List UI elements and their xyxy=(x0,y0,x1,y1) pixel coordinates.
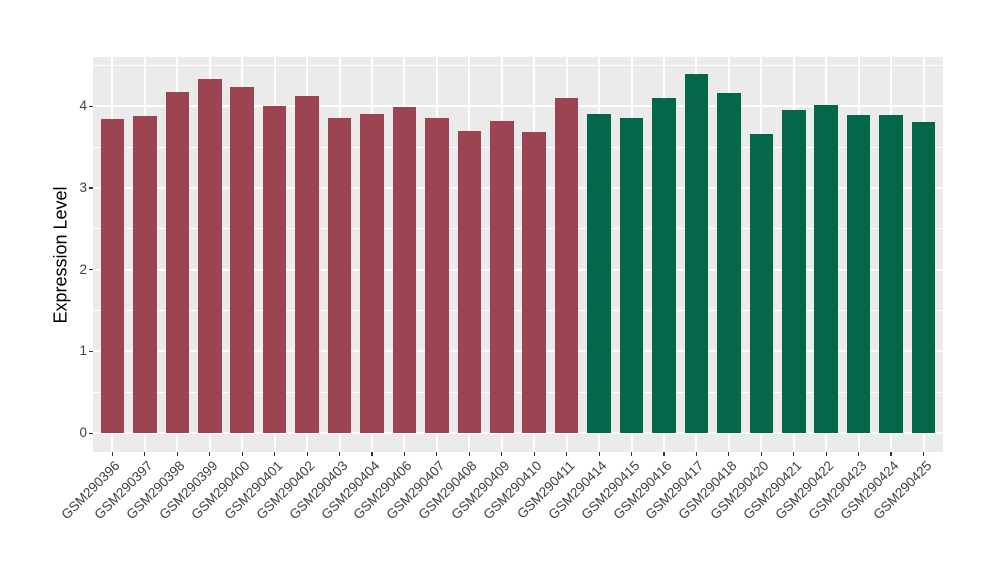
bar xyxy=(100,119,125,433)
gridline-major xyxy=(93,432,943,434)
bar xyxy=(425,117,449,433)
bar xyxy=(717,93,741,433)
x-tick-mark xyxy=(468,452,470,456)
bar xyxy=(846,115,871,433)
y-tick-label: 0 xyxy=(79,425,87,440)
bar xyxy=(619,118,644,433)
x-tick-mark xyxy=(890,452,892,456)
x-tick-mark xyxy=(241,452,243,456)
x-tick-mark xyxy=(176,452,178,456)
x-tick-mark xyxy=(338,452,341,456)
y-tick-mark xyxy=(89,350,93,352)
x-tick-mark xyxy=(858,452,860,456)
bar xyxy=(327,117,352,433)
bar xyxy=(457,130,482,433)
gridline-minor xyxy=(93,391,943,393)
y-tick-label: 1 xyxy=(79,343,87,359)
y-tick-label: 2 xyxy=(79,261,87,277)
bar xyxy=(879,115,903,433)
plot-panel xyxy=(93,57,943,452)
bar xyxy=(198,79,222,433)
x-tick-mark xyxy=(630,452,633,456)
x-tick-mark xyxy=(760,452,762,456)
x-tick-mark xyxy=(695,452,698,456)
y-tick-label: 4 xyxy=(79,98,87,114)
x-tick-mark xyxy=(501,452,503,456)
x-tick-mark xyxy=(403,452,406,456)
bar xyxy=(522,132,546,433)
bar xyxy=(554,98,579,433)
x-tick-mark xyxy=(144,452,146,456)
bar xyxy=(782,110,806,433)
x-tick-mark xyxy=(209,452,211,456)
y-tick-mark xyxy=(89,187,93,189)
gridline-minor xyxy=(93,228,943,230)
y-axis-title: Expression Level xyxy=(50,185,71,324)
bar xyxy=(749,133,774,433)
gridline-major xyxy=(93,268,943,271)
bar xyxy=(295,95,319,433)
bar xyxy=(360,114,384,433)
x-tick-mark xyxy=(566,452,568,456)
x-tick-mark xyxy=(663,452,665,456)
y-tick-mark xyxy=(89,269,93,271)
bar xyxy=(262,106,287,433)
bar xyxy=(490,120,514,433)
y-tick-label: 3 xyxy=(79,179,87,195)
bar xyxy=(392,107,417,433)
bar xyxy=(911,121,936,433)
gridline-major xyxy=(93,105,943,108)
y-tick-mark xyxy=(89,105,93,107)
x-tick-mark xyxy=(728,452,730,456)
bar xyxy=(814,104,838,433)
x-tick-mark xyxy=(371,452,373,456)
bar xyxy=(230,87,254,433)
bar xyxy=(165,92,190,433)
x-tick-mark xyxy=(793,452,795,456)
x-tick-mark xyxy=(274,452,276,456)
x-tick-mark xyxy=(306,452,308,456)
bar xyxy=(652,98,676,433)
bar xyxy=(133,116,157,433)
gridline-minor xyxy=(93,146,943,148)
x-tick-mark xyxy=(436,452,438,456)
gridline-major xyxy=(93,350,943,353)
x-tick-mark xyxy=(598,452,600,456)
gridline-minor xyxy=(93,64,943,66)
bar xyxy=(587,114,611,433)
gridline-major xyxy=(93,186,943,189)
bar xyxy=(684,74,709,433)
x-tick-mark xyxy=(922,452,925,456)
gridline-minor xyxy=(93,309,943,311)
x-tick-mark xyxy=(111,452,114,456)
y-tick-mark xyxy=(89,432,93,434)
x-tick-mark xyxy=(533,452,535,456)
x-tick-mark xyxy=(825,452,827,456)
